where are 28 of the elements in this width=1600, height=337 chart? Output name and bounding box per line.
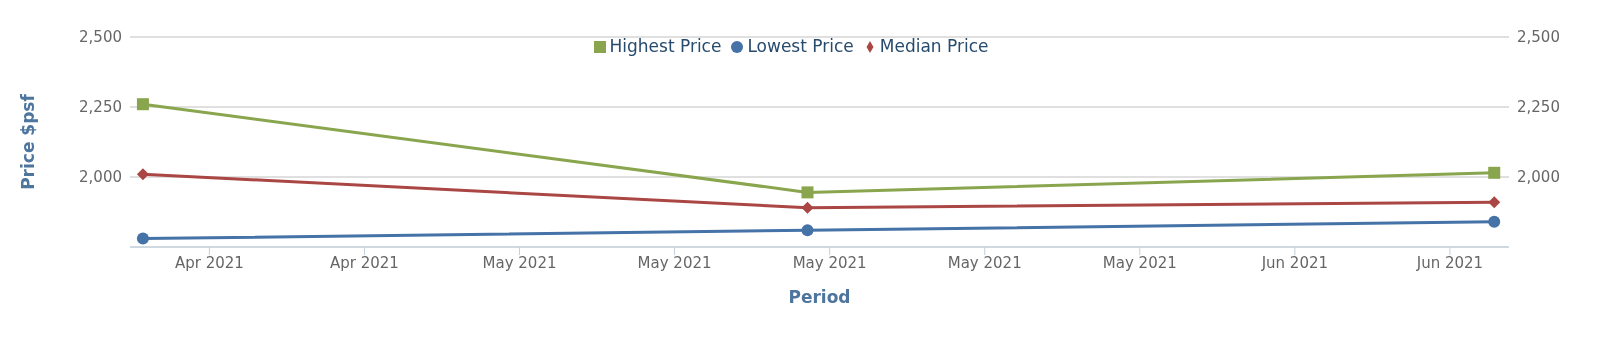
y-axis-title: Price $psf bbox=[18, 93, 39, 190]
x-tick-label: Jun 2021 bbox=[1415, 253, 1484, 272]
x-tick-label: May 2021 bbox=[637, 253, 712, 272]
x-tick-label: May 2021 bbox=[1102, 253, 1177, 272]
point bbox=[1488, 196, 1501, 209]
y2-tick-label: 2,250 bbox=[1517, 98, 1560, 117]
point bbox=[136, 232, 149, 245]
x-tick-label: Apr 2021 bbox=[330, 253, 399, 272]
legend-label: Highest Price bbox=[609, 36, 722, 56]
y-tick-label: 2,000 bbox=[79, 168, 122, 187]
legend-label: Lowest Price bbox=[747, 36, 854, 56]
point bbox=[1488, 215, 1501, 228]
point bbox=[801, 224, 814, 237]
point bbox=[801, 186, 814, 199]
x-axis-title: Period bbox=[788, 287, 851, 307]
point bbox=[136, 168, 149, 181]
x-tick-label: Apr 2021 bbox=[174, 253, 244, 272]
y-tick-label: 2,250 bbox=[79, 98, 122, 117]
y2-tick-label: 2,000 bbox=[1517, 168, 1560, 187]
legend-label: Median Price bbox=[879, 36, 989, 56]
point bbox=[136, 98, 149, 111]
point bbox=[1488, 166, 1501, 179]
x-tick-label: Jun 2021 bbox=[1260, 253, 1329, 272]
x-tick-label: May 2021 bbox=[947, 253, 1022, 272]
x-tick-label: May 2021 bbox=[792, 253, 867, 272]
x-tick-label: May 2021 bbox=[482, 253, 557, 272]
y-tick-label: 2,500 bbox=[79, 28, 122, 47]
y2-tick-label: 2,500 bbox=[1517, 28, 1560, 47]
